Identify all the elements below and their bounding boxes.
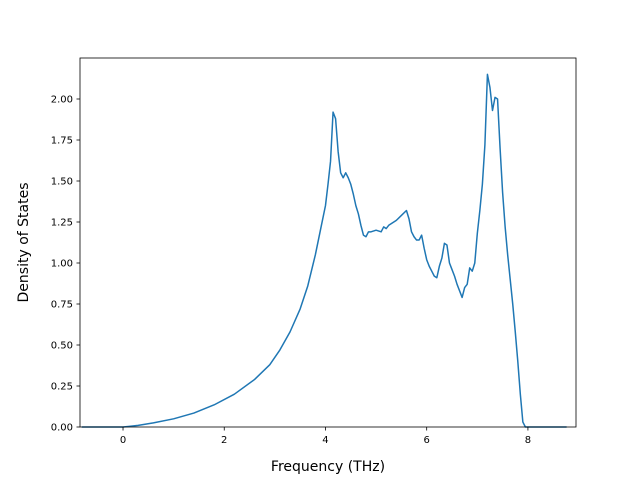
- y-tick-label: 1.75: [51, 136, 73, 147]
- x-tick-label: 8: [525, 435, 531, 446]
- y-tick-label: 1.00: [51, 259, 73, 270]
- y-tick-label: 2.00: [51, 95, 73, 106]
- y-axis-ticks: 0.00 0.25 0.50 0.75 1.00 1.25 1.50 1.75 2.00: [51, 95, 80, 434]
- plot-area: [81, 73, 567, 428]
- axes-frame: [79, 57, 577, 428]
- x-axis-ticks: 0 2 4 6 8: [120, 427, 531, 446]
- y-tick-label: 1.25: [51, 218, 73, 229]
- y-axis-label: Density of States: [16, 183, 32, 303]
- x-tick-label: 0: [120, 435, 126, 446]
- y-tick-label: 0.00: [51, 423, 73, 434]
- y-tick-label: 0.25: [51, 382, 73, 393]
- x-tick-label: 2: [221, 435, 227, 446]
- x-axis-label: Frequency (THz): [271, 459, 385, 475]
- y-tick-label: 0.75: [51, 300, 73, 311]
- x-tick-label: 6: [424, 435, 430, 446]
- y-tick-label: 0.50: [51, 341, 73, 352]
- x-tick-label: 4: [322, 435, 328, 446]
- y-tick-label: 1.50: [51, 177, 73, 188]
- dos-series-line: [81, 73, 567, 428]
